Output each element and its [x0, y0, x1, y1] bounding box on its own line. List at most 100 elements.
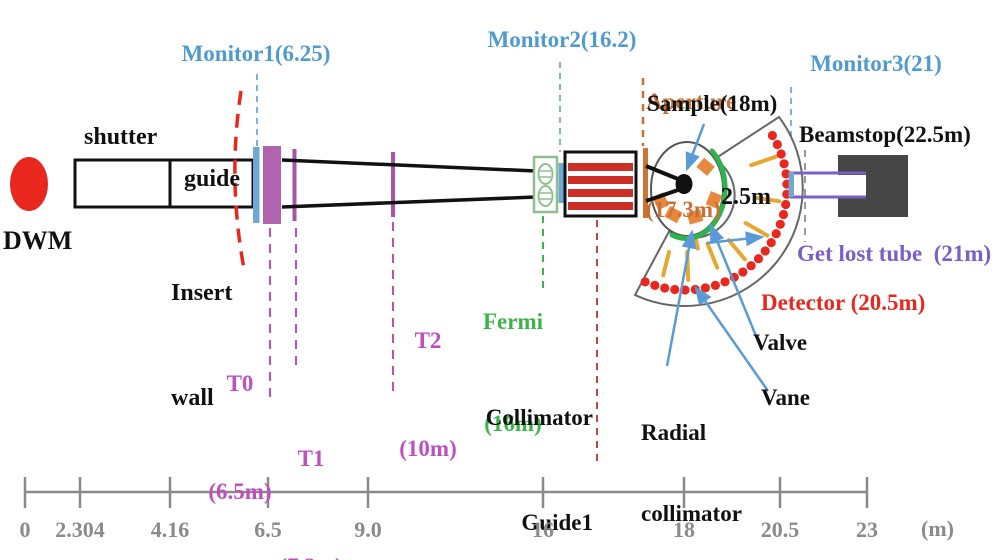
vane-lines — [661, 154, 782, 282]
valve-arrow — [709, 223, 758, 337]
monitor3-bar — [788, 172, 794, 197]
vane-label: Vane — [761, 385, 810, 410]
distance-ruler — [23, 477, 869, 508]
vane-arrow — [694, 285, 770, 392]
collimator-line1: Collimator — [485, 405, 593, 430]
detector-dot — [776, 149, 786, 159]
beamstop-assembly — [788, 155, 908, 217]
monitor1-bar — [253, 147, 260, 223]
vane-line — [754, 196, 782, 204]
ruler-tick-label: 18 — [673, 517, 695, 542]
aperture-line2: (17.3m) — [646, 197, 721, 222]
aperture-bar — [643, 148, 648, 218]
fermi-line1: Fermi — [482, 309, 544, 334]
ruler-tick-label: 16 — [532, 517, 554, 542]
t0-label: T0 (6.5m) — [208, 294, 271, 560]
detector-dot — [781, 199, 791, 210]
t2-line1: T2 — [414, 328, 442, 353]
monitor1-label: Monitor1(6.25) — [181, 41, 331, 66]
insert-wall-line1: Insert — [171, 280, 233, 306]
vane-line — [749, 154, 778, 168]
ruler-tick-label: 0 — [19, 517, 31, 542]
detector-dot — [670, 284, 680, 295]
fermi-label: Fermi (16m) — [483, 237, 543, 509]
radius-arrow — [706, 231, 765, 247]
t2-line2: (10m) — [399, 436, 457, 461]
insert-wall-label: Insert wall — [171, 206, 232, 486]
sample-dot — [675, 174, 693, 194]
detector-dot — [772, 139, 782, 150]
ruler-tick-label: 4.16 — [150, 517, 190, 542]
ruler-tick-label: 20.5 — [760, 517, 800, 542]
monitor2-label: Monitor2(16.2) — [487, 27, 637, 52]
annotation-arrows — [665, 123, 770, 392]
detector-dot — [778, 209, 789, 220]
radial-line2: collimator — [641, 501, 742, 526]
insert-wall-arc — [233, 90, 247, 275]
insert-wall-line2: wall — [171, 385, 214, 411]
fermi-chopper — [532, 155, 559, 214]
t1-chopper-bar — [292, 149, 297, 221]
monitor2-bar — [558, 163, 564, 203]
t0-line2: (6.5m) — [208, 479, 272, 504]
shutter-label: shutter — [84, 124, 158, 150]
vane-line — [726, 238, 747, 262]
sample-beam — [645, 164, 693, 203]
detector-dot — [775, 219, 785, 229]
sample-arrow — [685, 123, 706, 172]
radial-collimator-piece — [664, 206, 683, 224]
vane-line — [705, 241, 720, 270]
fermi-line2: (16m) — [484, 411, 542, 436]
t2-chopper-bar — [391, 152, 395, 217]
detector-dot — [779, 159, 789, 169]
ruler-tick-label: 9.0 — [354, 517, 382, 542]
ruler-unit-label: (m) — [921, 516, 954, 541]
dwm-label: DWM — [3, 226, 73, 255]
aperture-line1: Aperture — [646, 89, 737, 114]
radial-collimator-pieces — [652, 157, 723, 225]
monitor3-label: Monitor3(21) — [810, 51, 942, 76]
radial-line1: Radial — [641, 420, 707, 445]
valve-label: Valve — [753, 330, 808, 355]
detector-dot — [781, 169, 791, 179]
ruler-tick-label: 6.5 — [254, 517, 282, 542]
radial-collimator-arrow — [665, 229, 697, 367]
sample-label: Sample(18m) — [647, 91, 778, 116]
detector-dot — [753, 254, 764, 264]
t2-label: T2 (10m) — [399, 251, 456, 539]
vane-line — [661, 250, 671, 278]
collimator-box — [563, 150, 638, 218]
dwm-source — [10, 157, 48, 211]
detector-dot — [746, 261, 756, 271]
detector-dot — [710, 280, 721, 290]
radial-collimator-label: Radial collimator — [641, 365, 742, 560]
radial-collimator-piece — [686, 209, 704, 225]
detector-dot — [766, 238, 776, 248]
collimator-label: Collimator Guide1 Guide2 (16.5) — [401, 330, 593, 560]
t1-label: T1 (7.3m) — [279, 369, 342, 560]
detector-dot — [720, 277, 730, 287]
ruler-tick-label: 2.304 — [55, 517, 105, 542]
detector-dot — [650, 280, 660, 290]
beamstop-label: Beamstop(22.5m) — [799, 122, 971, 147]
detector-dot — [738, 267, 748, 277]
detector-dot — [760, 246, 770, 256]
collimator-line2: Guide1 — [521, 510, 593, 535]
ruler-ticks — [23, 477, 869, 508]
get-lost-tube-label: Get lost tube (21m) — [797, 241, 992, 266]
detector-dot — [767, 130, 778, 141]
ruler-tick-label: 23 — [856, 517, 878, 542]
guide-label: guide — [184, 166, 241, 192]
radial-collimator-piece — [705, 191, 723, 209]
tapered-guide — [281, 158, 538, 209]
beamstop-notch — [838, 175, 866, 197]
detector-label: Detector (20.5m) — [761, 290, 926, 315]
t0-line1: T0 — [226, 371, 254, 396]
t0-chopper-bar — [263, 146, 281, 224]
t1-line2: (7.3m) — [279, 549, 342, 560]
t1-line1: T1 — [297, 446, 325, 471]
detector-dot — [771, 229, 781, 239]
detector-dot — [640, 277, 650, 287]
